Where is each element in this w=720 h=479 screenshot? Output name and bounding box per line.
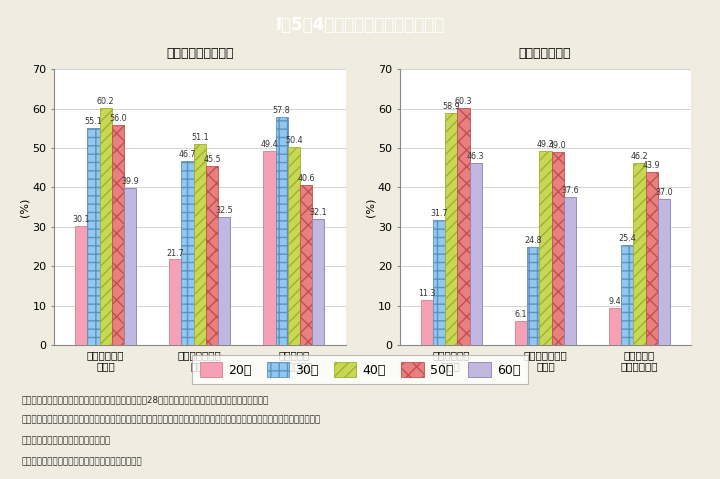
Text: 46.2: 46.2	[631, 152, 648, 161]
Y-axis label: (%): (%)	[19, 197, 30, 217]
Bar	[433, 220, 445, 345]
Text: （乳がん検診）: （乳がん検診）	[519, 47, 571, 60]
Text: 51.1: 51.1	[191, 133, 209, 142]
Bar	[469, 163, 482, 345]
Bar	[646, 172, 658, 345]
Text: 49.4: 49.4	[261, 139, 278, 148]
Bar	[99, 108, 112, 345]
Text: 60.3: 60.3	[455, 97, 472, 106]
Text: 32.5: 32.5	[215, 206, 233, 215]
Text: 46.7: 46.7	[179, 150, 197, 159]
Bar	[634, 163, 646, 345]
Text: 56.0: 56.0	[109, 114, 127, 123]
Text: 50.4: 50.4	[285, 136, 302, 145]
Text: 32.1: 32.1	[310, 207, 327, 217]
Text: 21.7: 21.7	[166, 249, 184, 258]
Bar	[218, 217, 230, 345]
Text: 9.4: 9.4	[608, 297, 621, 306]
Text: I－5－4図　女性のがん検診受診率: I－5－4図 女性のがん検診受診率	[275, 16, 445, 34]
Text: 37.6: 37.6	[561, 186, 579, 195]
Text: 37.0: 37.0	[655, 188, 672, 197]
Text: 11.3: 11.3	[418, 289, 436, 298]
Text: 46.3: 46.3	[467, 152, 485, 161]
Text: 30.1: 30.1	[73, 216, 90, 225]
Text: 39.9: 39.9	[121, 177, 139, 186]
Bar	[457, 108, 469, 345]
Bar	[206, 166, 218, 345]
Text: 58.9: 58.9	[443, 102, 460, 111]
Bar	[264, 150, 276, 345]
Text: 49.0: 49.0	[549, 141, 567, 150]
Bar	[75, 227, 87, 345]
Text: ４．数値は，熊本県を除いたものである。: ４．数値は，熊本県を除いたものである。	[22, 457, 143, 466]
Bar	[552, 152, 564, 345]
Text: （子宮頸がん検診）: （子宮頸がん検診）	[166, 47, 234, 60]
Text: 55.1: 55.1	[85, 117, 102, 126]
Bar	[112, 125, 124, 345]
Text: （備考）１．厚生労働省「国民生活基礎調査」（平成28年）より内閣府男女共同参画局にて特別集計。: （備考）１．厚生労働省「国民生活基礎調査」（平成28年）より内閣府男女共同参画局…	[22, 395, 269, 404]
Bar	[300, 185, 312, 345]
Bar	[420, 300, 433, 345]
Text: 57.8: 57.8	[273, 106, 290, 115]
Bar	[276, 117, 288, 345]
Text: 6.1: 6.1	[515, 310, 527, 319]
Bar	[621, 245, 634, 345]
Bar	[564, 197, 576, 345]
Bar	[288, 147, 300, 345]
Bar	[609, 308, 621, 345]
Bar	[539, 151, 552, 345]
Text: 49.3: 49.3	[536, 140, 554, 149]
Text: 40.6: 40.6	[297, 174, 315, 183]
Text: ２．非正規の職員・従業員は，パート，アルバイト，労働者派遣事業所の派遣社員，契約社員，嘱託，その他の合計。: ２．非正規の職員・従業員は，パート，アルバイト，労働者派遣事業所の派遣社員，契約…	[22, 416, 321, 425]
Legend: 20代, 30代, 40代, 50代, 60代: 20代, 30代, 40代, 50代, 60代	[192, 354, 528, 384]
Text: 43.9: 43.9	[643, 161, 660, 170]
Text: 60.2: 60.2	[97, 97, 114, 106]
Text: ３．過去２年間の受診状況。: ３．過去２年間の受診状況。	[22, 436, 111, 445]
Bar	[181, 161, 194, 345]
Bar	[658, 199, 670, 345]
Bar	[445, 113, 457, 345]
Bar	[87, 128, 99, 345]
Text: 31.7: 31.7	[431, 209, 448, 218]
Text: 45.5: 45.5	[203, 155, 221, 164]
Bar	[515, 321, 527, 345]
Text: 25.4: 25.4	[618, 234, 636, 243]
Bar	[527, 247, 539, 345]
Y-axis label: (%): (%)	[365, 197, 375, 217]
Bar	[312, 218, 325, 345]
Bar	[124, 188, 136, 345]
Text: 24.8: 24.8	[524, 236, 542, 245]
Bar	[169, 260, 181, 345]
Bar	[194, 144, 206, 345]
